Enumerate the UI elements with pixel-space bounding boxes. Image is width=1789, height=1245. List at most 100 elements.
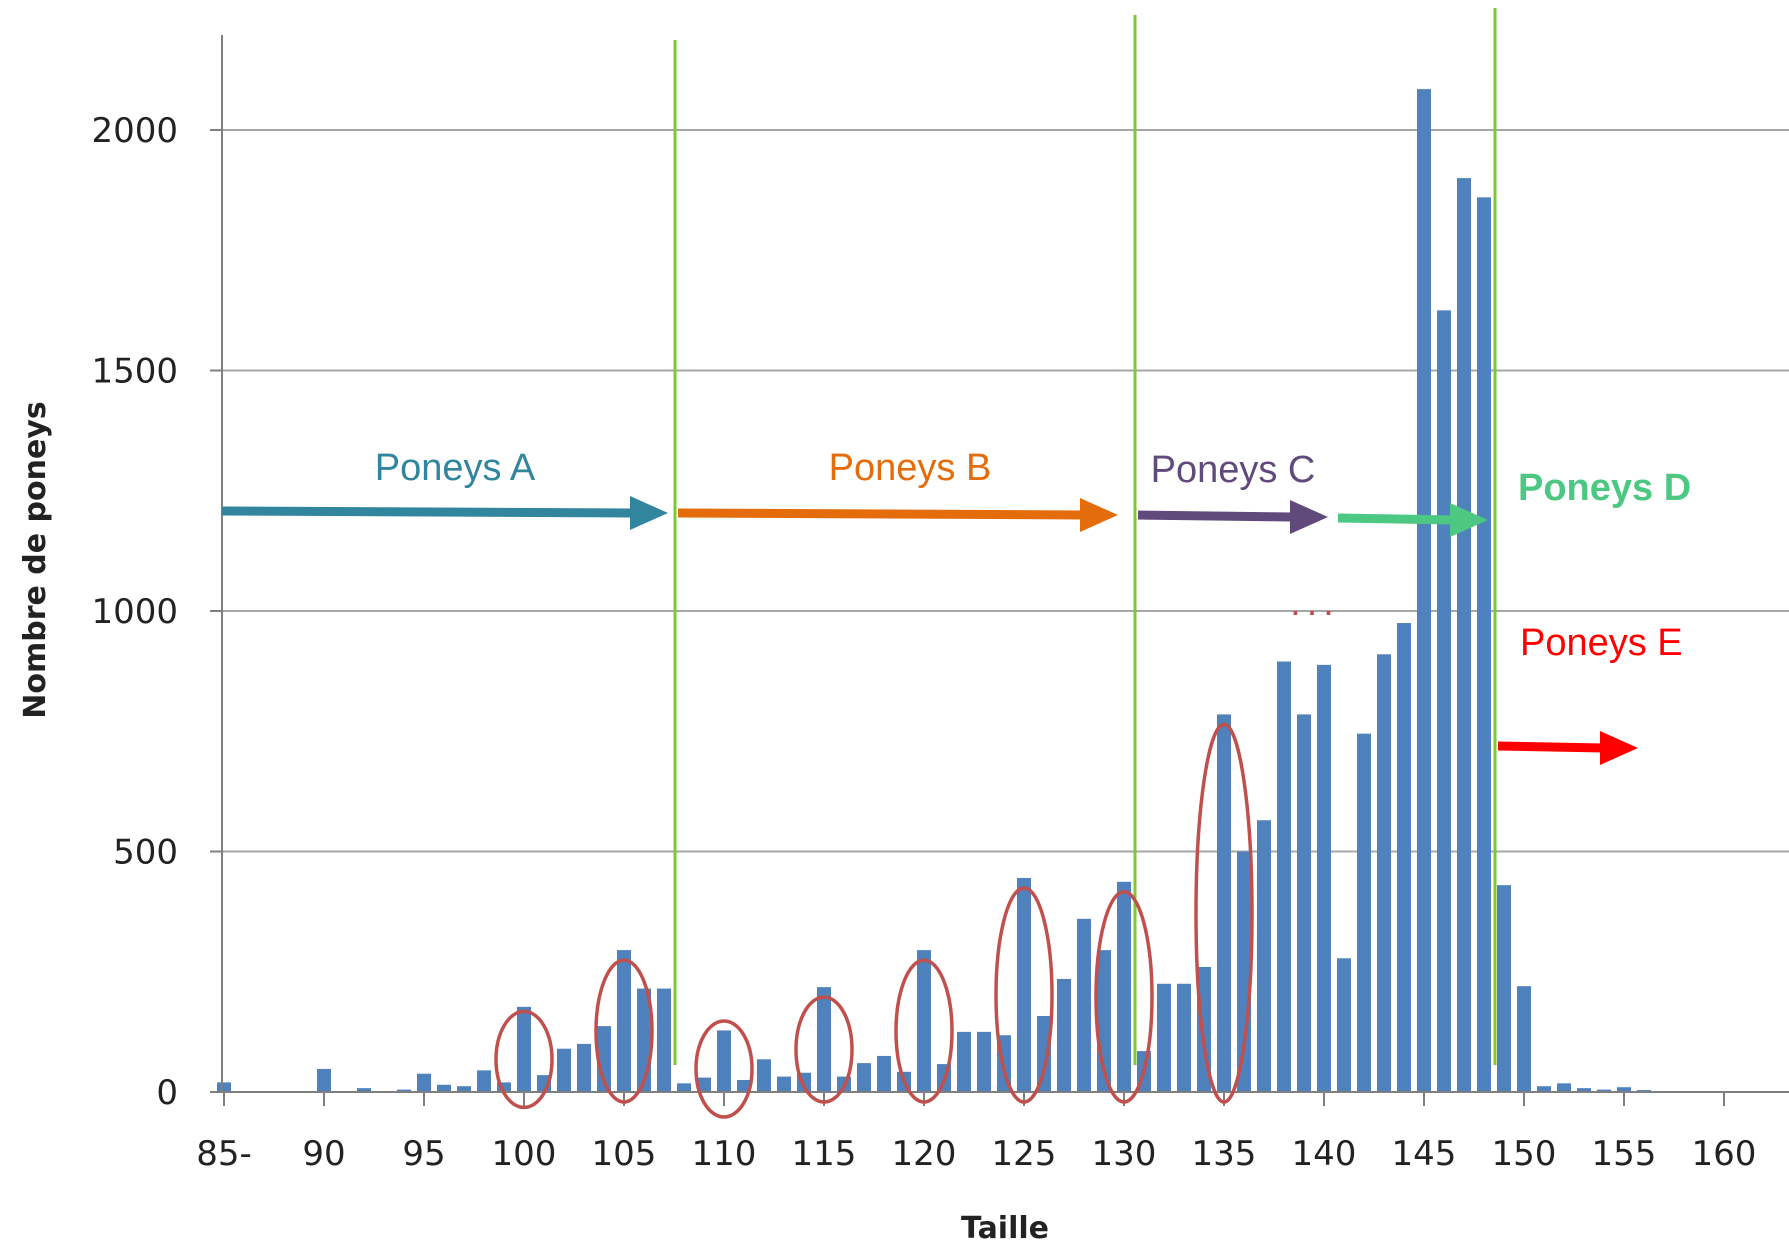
bar [1057, 978, 1071, 1092]
poneys-e-arrow-shaft [1497, 741, 1605, 753]
x-tick-label: 115 [792, 1134, 857, 1174]
highlight-ellipse [994, 886, 1054, 1104]
bar [697, 1077, 711, 1092]
ellipsis-annotation: ... [1290, 582, 1340, 624]
y-axis-title: Nombre de poneys [18, 401, 53, 719]
bar [517, 1006, 531, 1092]
bar [917, 950, 931, 1092]
poneys-a-arrow-shaft [221, 506, 635, 518]
poneys-b-label: Poneys B [829, 447, 992, 489]
x-tick-label: 135 [1192, 1134, 1257, 1174]
bar [817, 987, 831, 1092]
highlight-ellipse [894, 958, 954, 1104]
poneys-c-arrow-head [1290, 500, 1328, 534]
x-tick-label: 145 [1392, 1134, 1457, 1174]
bar [557, 1048, 571, 1092]
bar [1377, 654, 1391, 1092]
bar [1077, 918, 1091, 1092]
bar [497, 1082, 511, 1092]
bar [1357, 733, 1371, 1092]
bar [317, 1068, 331, 1092]
bar [1177, 983, 1191, 1092]
bar [1557, 1083, 1571, 1092]
bar [1337, 958, 1351, 1092]
bar [777, 1076, 791, 1092]
highlight-ellipse [1194, 722, 1254, 1104]
poneys-d-arrow-shaft [1337, 513, 1455, 525]
poneys-c-label: Poneys C [1151, 449, 1316, 491]
bar [1537, 1086, 1551, 1092]
bar [617, 950, 631, 1092]
x-tick-label: 140 [1292, 1134, 1357, 1174]
bar [1017, 877, 1031, 1092]
y-tick-label: 1000 [91, 592, 178, 632]
bar [1477, 197, 1491, 1093]
x-tick-label: 90 [302, 1134, 345, 1174]
poneys-e-label: Poneys E [1520, 622, 1683, 664]
bar [1597, 1089, 1611, 1092]
poneys-b-arrow-head [1080, 498, 1118, 532]
x-tick-label: 100 [492, 1134, 557, 1174]
x-tick-label: 130 [1092, 1134, 1157, 1174]
x-tick-label: 85- [196, 1134, 252, 1174]
poneys-a-arrow-head [630, 496, 668, 530]
x-tick-label: 105 [592, 1134, 657, 1174]
highlight-ellipse [1094, 890, 1154, 1104]
bar [1117, 881, 1131, 1092]
bar [217, 1082, 231, 1092]
poneys-e-arrow-head [1600, 731, 1638, 765]
x-tick-label: 120 [892, 1134, 957, 1174]
bar [417, 1073, 431, 1092]
bar [1457, 178, 1471, 1093]
x-axis-title: Taille [961, 1211, 1049, 1245]
x-tick-label: 150 [1492, 1134, 1557, 1174]
bar [1217, 714, 1231, 1092]
y-tick-label: 500 [113, 833, 178, 873]
bar [1317, 664, 1331, 1092]
bar [1417, 89, 1431, 1093]
y-tick-label: 1500 [91, 352, 178, 392]
bar [1257, 820, 1271, 1092]
bar [1437, 310, 1451, 1092]
poneys-d-label: Poneys D [1518, 467, 1691, 509]
bar [477, 1070, 491, 1092]
bar [1497, 885, 1511, 1092]
x-tick-label: 160 [1692, 1134, 1757, 1174]
bar [1277, 661, 1291, 1092]
highlight-ellipse [494, 1009, 554, 1110]
bar [1577, 1088, 1591, 1092]
y-tick-label: 2000 [91, 111, 178, 151]
y-tick-label: 0 [156, 1073, 178, 1113]
poneys-b-arrow-shaft [677, 508, 1085, 520]
bar [1397, 623, 1411, 1092]
bar [877, 1055, 891, 1092]
bar [1297, 714, 1311, 1092]
highlight-ellipse [794, 995, 854, 1104]
x-tick-label: 95 [402, 1134, 445, 1174]
poneys-a-label: Poneys A [375, 447, 536, 489]
highlight-ellipse [594, 958, 654, 1104]
x-tick-label: 155 [1592, 1134, 1657, 1174]
bar [657, 988, 671, 1092]
bar [957, 1031, 971, 1092]
bar [1157, 983, 1171, 1092]
poneys-c-arrow-shaft [1137, 510, 1295, 522]
x-tick-label: 125 [992, 1134, 1057, 1174]
bar [717, 1030, 731, 1092]
bar [397, 1089, 411, 1092]
highlight-ellipse [694, 1019, 754, 1119]
bar [1037, 1016, 1051, 1092]
bar [357, 1088, 371, 1092]
bar [677, 1083, 691, 1092]
bar [977, 1031, 991, 1092]
bar [737, 1079, 751, 1092]
x-tick-label: 110 [692, 1134, 757, 1174]
bar [577, 1043, 591, 1092]
poneys-d-arrow-head [1450, 503, 1488, 537]
bar [1517, 986, 1531, 1092]
bar [857, 1063, 871, 1092]
bar [437, 1084, 451, 1092]
bar [757, 1059, 771, 1092]
bar [457, 1086, 471, 1092]
